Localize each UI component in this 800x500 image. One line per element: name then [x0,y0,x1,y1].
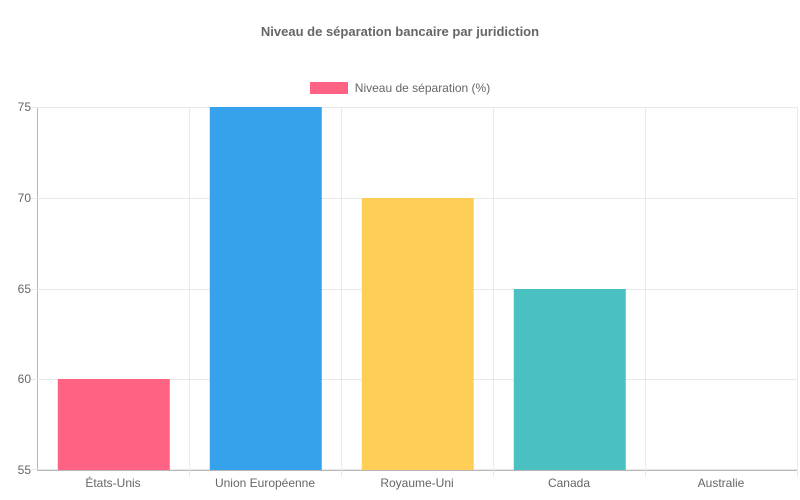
x-tick-label-union-europ-enne: Union Européenne [214,476,316,490]
bar-royaume-uni[interactable] [361,197,475,470]
bar-canada[interactable] [513,288,627,470]
x-tick-label-canada: Canada [547,476,591,490]
bar-union-europ-enne[interactable] [209,107,323,470]
gridline-x-5 [797,107,798,477]
x-tick-label-australie: Australie [697,476,745,490]
legend-swatch [309,82,348,94]
x-tick-label--tats-unis: États-Unis [85,476,141,490]
x-tick-label-royaume-uni: Royaume-Uni [380,476,454,490]
bar--tats-unis[interactable] [57,379,171,470]
gridline-x-1 [189,107,190,477]
legend-label: Niveau de séparation (%) [354,81,491,95]
y-tick-label-60: 60 [17,372,31,387]
gridline-y-75 [31,107,798,108]
gridline-x-2 [341,107,342,477]
y-tick-label-70: 70 [17,190,31,205]
gridline-x-4 [645,107,646,477]
y-tick-label-75: 75 [17,100,31,114]
legend-item[interactable]: Niveau de séparation (%) [0,82,800,94]
y-tick-label-65: 65 [17,281,31,296]
chart-title: Niveau de séparation bancaire par juridi… [260,24,540,39]
gridline-x-3 [493,107,494,477]
y-tick-label-55: 55 [17,463,31,477]
plot-area [31,107,798,477]
